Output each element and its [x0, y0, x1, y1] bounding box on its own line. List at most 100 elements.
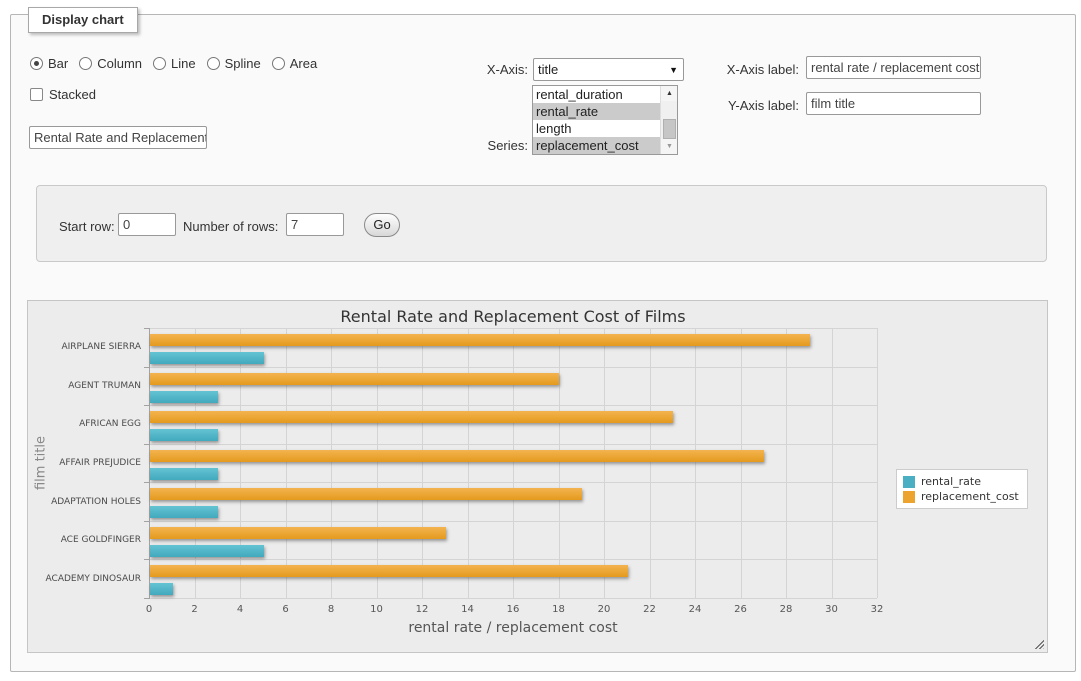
scroll-up-icon[interactable]: ▲ — [661, 86, 678, 101]
gridline-vertical — [559, 328, 560, 598]
series-option-replacement_cost[interactable]: replacement_cost — [533, 137, 677, 154]
stacked-label: Stacked — [49, 87, 96, 102]
legend-series-name: rental_rate — [921, 475, 981, 488]
chevron-down-icon: ▼ — [669, 60, 678, 81]
gridline-vertical — [240, 328, 241, 598]
y-axis-line — [149, 328, 150, 599]
chart-title: Rental Rate and Replacement Cost of Film… — [149, 307, 877, 326]
bar-rental_rate — [150, 468, 218, 480]
chart-x-axis-title: rental rate / replacement cost — [149, 620, 877, 636]
radio-checked-icon — [30, 57, 43, 70]
x-tick-label: 24 — [680, 604, 710, 615]
legend-swatch — [903, 476, 915, 488]
gridline-horizontal — [149, 598, 877, 599]
chart-type-line[interactable]: Line — [153, 56, 196, 71]
gridline-vertical — [695, 328, 696, 598]
x-tick-label: 22 — [635, 604, 665, 615]
stacked-checkbox[interactable] — [30, 88, 43, 101]
gridline-horizontal — [149, 367, 877, 368]
category-label: ADAPTATION HOLES — [29, 497, 141, 507]
x-axis-select[interactable]: title ▼ — [533, 58, 684, 81]
bar-rental_rate — [150, 429, 218, 441]
stacked-row: Stacked — [30, 87, 96, 102]
radio-unchecked-icon — [272, 57, 285, 70]
display-chart-dialog: Display chart BarColumnLineSplineArea St… — [0, 0, 1081, 681]
bar-replacement_cost — [150, 565, 628, 577]
gridline-vertical — [377, 328, 378, 598]
bar-replacement_cost — [150, 488, 582, 500]
bar-rental_rate — [150, 506, 218, 518]
gridline-vertical — [786, 328, 787, 598]
x-axis-selected-value: title — [538, 62, 558, 77]
x-tick-label: 8 — [316, 604, 346, 615]
series-options: rental_durationrental_ratelengthreplacem… — [533, 86, 677, 154]
chart-type-area[interactable]: Area — [272, 56, 317, 71]
category-label: ACE GOLDFINGER — [29, 535, 141, 545]
chart-container: Rental Rate and Replacement Cost of Film… — [27, 300, 1048, 653]
series-scrollbar[interactable]: ▲ ▼ — [660, 86, 677, 154]
x-tick-label: 20 — [589, 604, 619, 615]
start-row-input[interactable]: 0 — [118, 213, 176, 236]
x-tick-label: 4 — [225, 604, 255, 615]
x-tick-label: 18 — [544, 604, 574, 615]
chart-type-radio-group: Bar Column Line Spline Area — [30, 56, 317, 71]
gridline-vertical — [877, 328, 878, 598]
x-tick-label: 30 — [817, 604, 847, 615]
series-option-rental_rate[interactable]: rental_rate — [533, 103, 677, 120]
x-tick-label: 2 — [180, 604, 210, 615]
scrollbar-thumb[interactable] — [663, 119, 676, 139]
category-label: AFFAIR PREJUDICE — [29, 458, 141, 468]
gridline-horizontal — [149, 405, 877, 406]
chart-type-bar[interactable]: Bar — [30, 56, 68, 71]
chart-type-label: Spline — [225, 56, 261, 71]
rows-panel: Start row: 0 Number of rows: 7 Go — [36, 185, 1047, 262]
num-rows-input[interactable]: 7 — [286, 213, 344, 236]
resize-handle-icon[interactable] — [1033, 638, 1044, 649]
y-axis-label-input[interactable]: film title — [806, 92, 981, 115]
legend-series-name: replacement_cost — [921, 490, 1019, 503]
series-label: Series: — [448, 138, 528, 153]
chart-legend: rental_rate replacement_cost — [896, 469, 1028, 509]
bar-replacement_cost — [150, 411, 673, 423]
x-tick-label: 10 — [362, 604, 392, 615]
x-tick-label: 6 — [271, 604, 301, 615]
x-tick-label: 14 — [453, 604, 483, 615]
gridline-vertical — [832, 328, 833, 598]
gridline-vertical — [331, 328, 332, 598]
legend-item-replacement_cost[interactable]: replacement_cost — [903, 489, 1019, 504]
radio-unchecked-icon — [79, 57, 92, 70]
bar-rental_rate — [150, 583, 173, 595]
gridline-horizontal — [149, 328, 877, 329]
gridline-vertical — [741, 328, 742, 598]
go-button[interactable]: Go — [364, 213, 400, 237]
start-row-label: Start row: — [59, 219, 115, 234]
series-option-length[interactable]: length — [533, 120, 677, 137]
gridline-horizontal — [149, 521, 877, 522]
legend-item-rental_rate[interactable]: rental_rate — [903, 474, 1019, 489]
gridline-vertical — [513, 328, 514, 598]
radio-unchecked-icon — [153, 57, 166, 70]
scroll-down-icon[interactable]: ▼ — [661, 139, 678, 154]
bar-replacement_cost — [150, 527, 446, 539]
series-listbox[interactable]: rental_durationrental_ratelengthreplacem… — [532, 85, 678, 155]
legend-swatch — [903, 491, 915, 503]
category-label: AIRPLANE SIERRA — [29, 342, 141, 352]
x-axis-label: X-Axis: — [448, 62, 528, 77]
gridline-horizontal — [149, 559, 877, 560]
chart-type-label: Column — [97, 56, 142, 71]
chart-title-input[interactable]: Rental Rate and Replacement Cost of Film… — [29, 126, 207, 149]
fieldset-content: Bar Column Line Spline Area Stacked Rental R… — [10, 14, 1076, 672]
gridline-vertical — [195, 328, 196, 598]
gridline-vertical — [422, 328, 423, 598]
bar-replacement_cost — [150, 334, 810, 346]
x-tick-label: 32 — [862, 604, 892, 615]
x-axis-label-input[interactable]: rental rate / replacement cost — [806, 56, 981, 79]
radio-unchecked-icon — [207, 57, 220, 70]
num-rows-label: Number of rows: — [183, 219, 278, 234]
x-tick-label: 28 — [771, 604, 801, 615]
chart-type-column[interactable]: Column — [79, 56, 142, 71]
chart-type-spline[interactable]: Spline — [207, 56, 261, 71]
chart-type-label: Bar — [48, 56, 68, 71]
x-axis-label-caption: X-Axis label: — [699, 62, 799, 77]
series-option-rental_duration[interactable]: rental_duration — [533, 86, 677, 103]
